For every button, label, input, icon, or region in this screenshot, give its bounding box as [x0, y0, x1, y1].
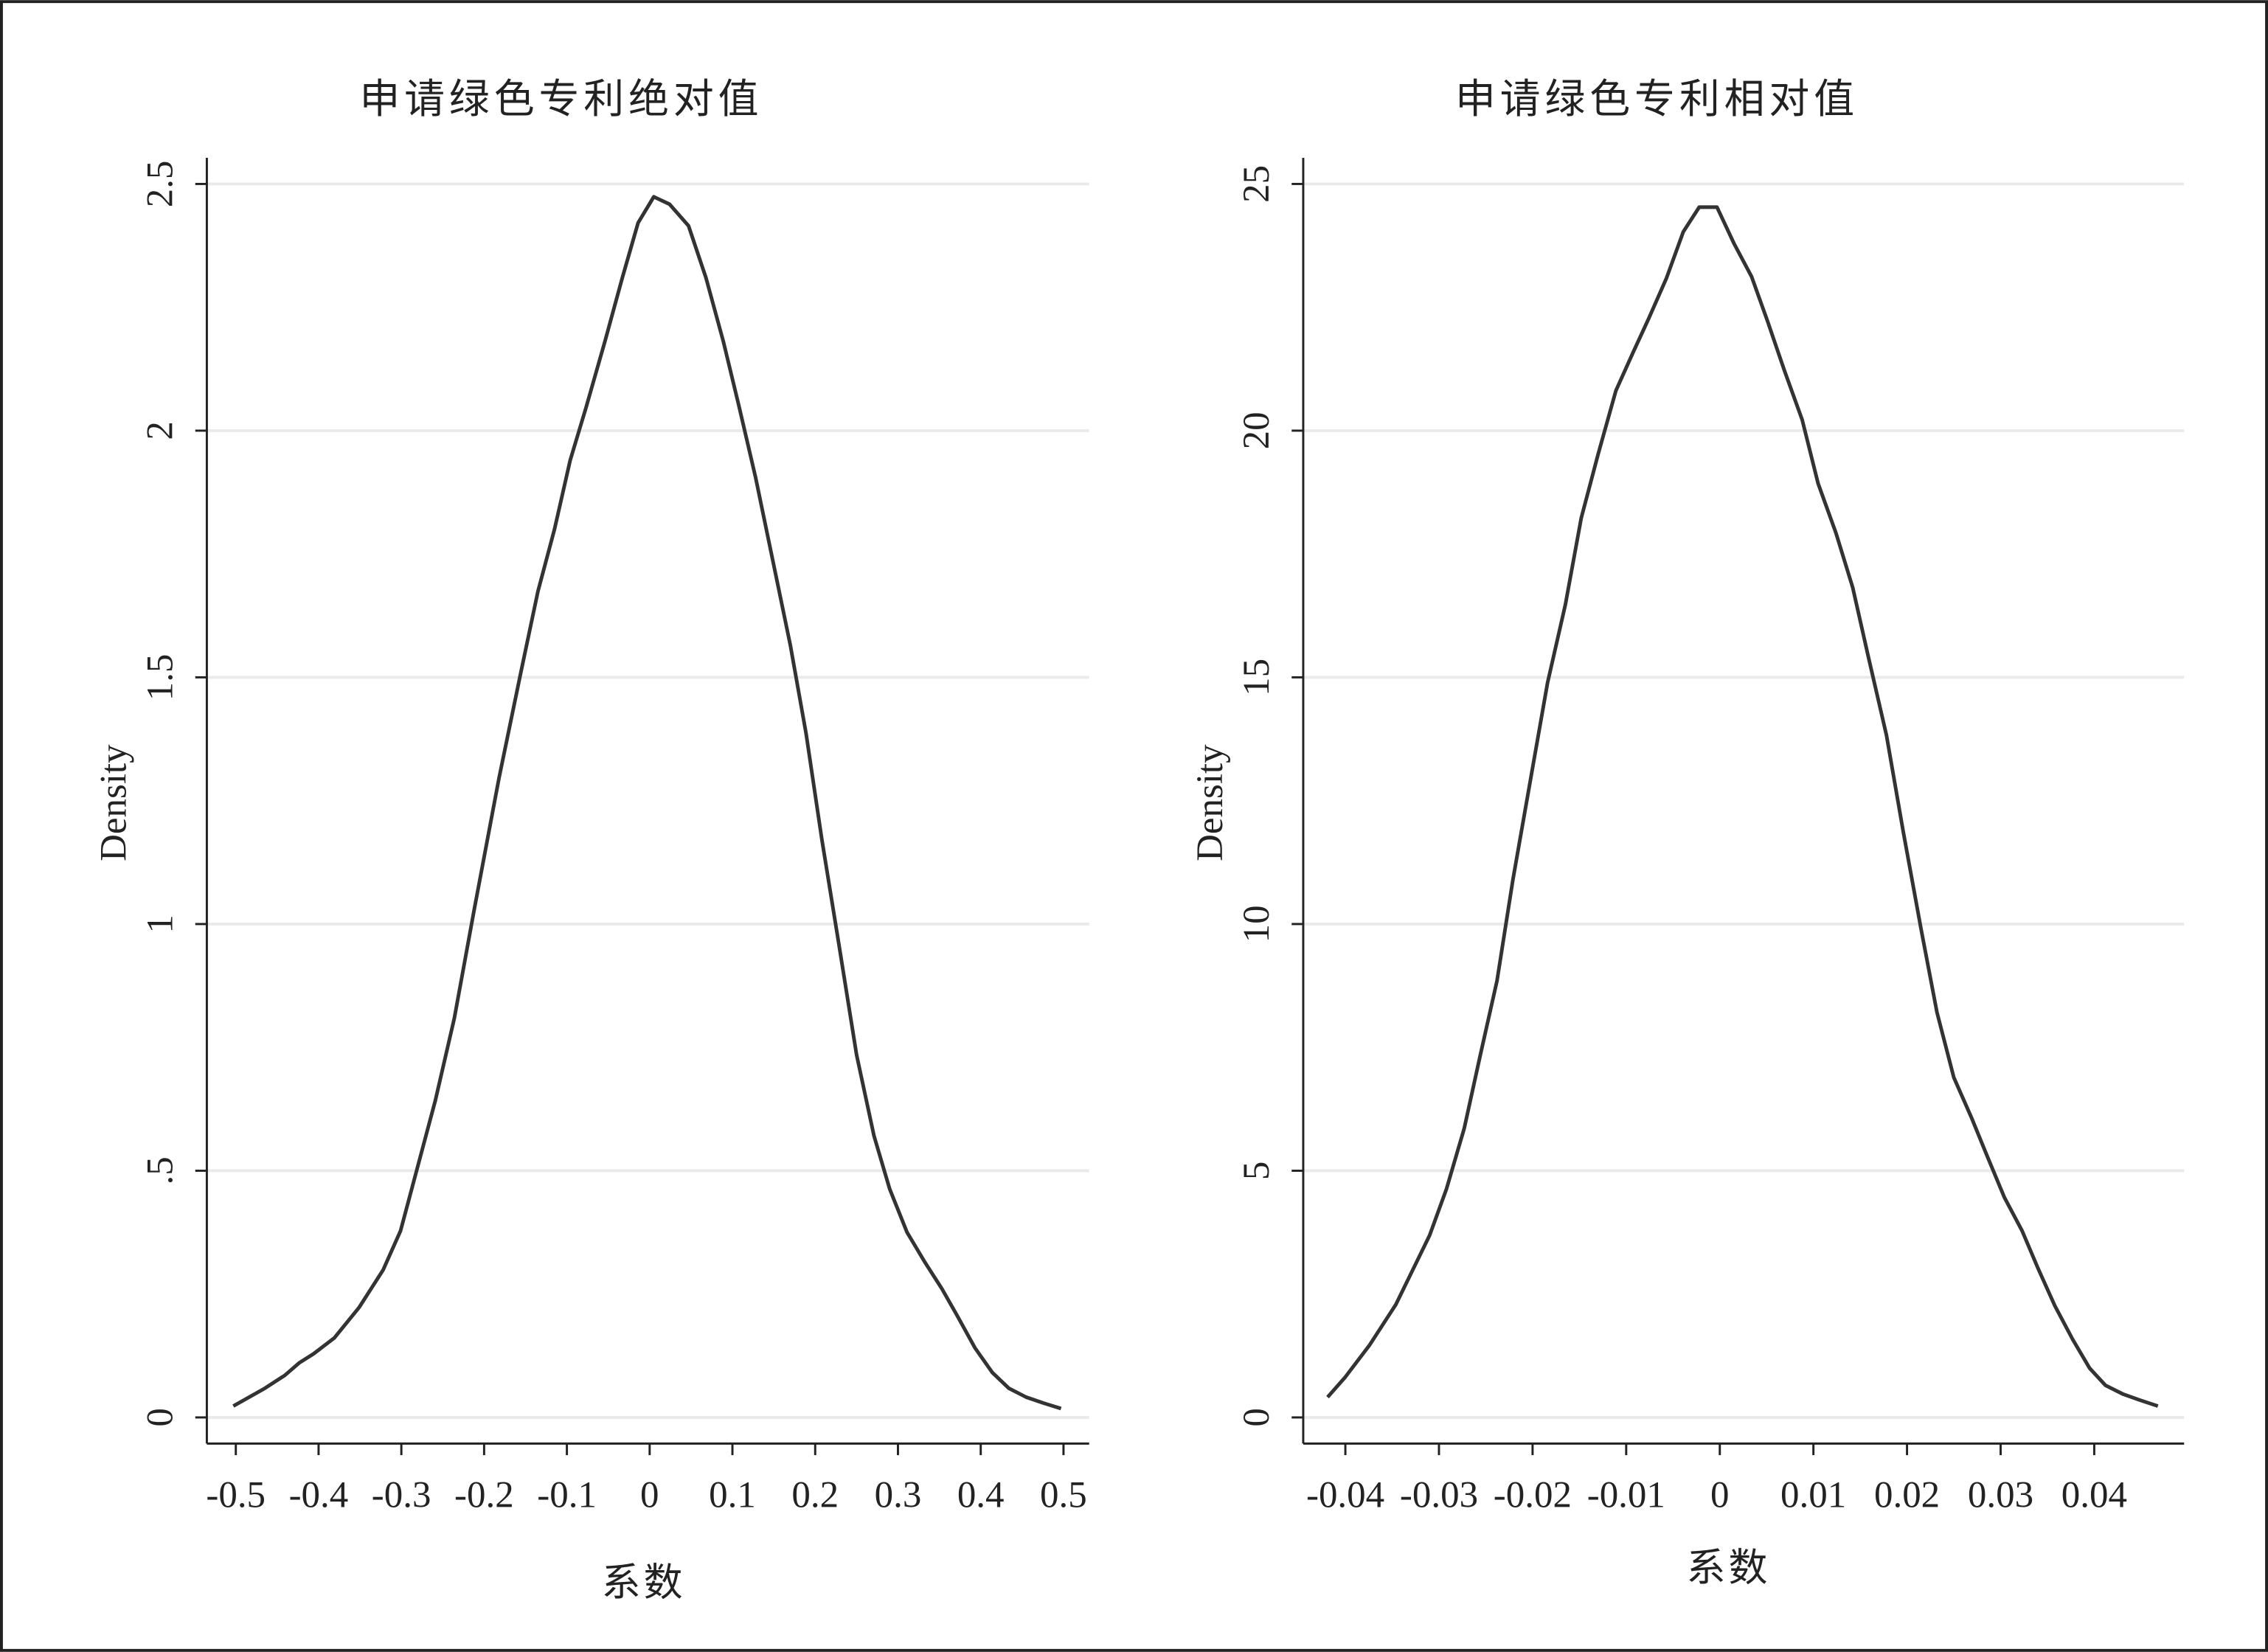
x-tick-label: 0: [640, 1475, 659, 1516]
x-tick-label: -0.3: [372, 1475, 431, 1516]
x-tick-label: 0.3: [875, 1475, 922, 1516]
y-tick-label: 5: [1236, 1162, 1277, 1180]
x-tick-label: -0.01: [1587, 1475, 1665, 1516]
x-tick-label: -0.1: [537, 1475, 597, 1516]
y-tick-label: 15: [1236, 659, 1277, 696]
x-axis-label: 系数: [1687, 1546, 1771, 1591]
x-tick-label: -0.03: [1400, 1475, 1478, 1516]
x-tick-label: 0.01: [1780, 1475, 1846, 1516]
y-tick-label: .5: [139, 1156, 181, 1184]
x-tick-label: 0.04: [2061, 1475, 2127, 1516]
x-tick-label: 0.1: [709, 1475, 756, 1516]
x-axis-label: 系数: [602, 1560, 686, 1605]
chart-title: 申请绿色专利绝对值: [359, 75, 763, 122]
x-tick-label: 0.4: [957, 1475, 1005, 1516]
chart-title: 申请绿色专利相对值: [1455, 75, 1859, 122]
x-tick-label: 0.5: [1040, 1475, 1087, 1516]
x-tick-label: 0.03: [1968, 1475, 2033, 1516]
y-tick-label: 1: [139, 914, 181, 933]
y-tick-label: 25: [1236, 165, 1277, 203]
x-tick-label: -0.04: [1306, 1475, 1384, 1516]
y-axis-label: Density: [1190, 744, 1231, 861]
x-tick-label: 0: [1710, 1475, 1729, 1516]
x-tick-label: 0.02: [1874, 1475, 1940, 1516]
density-line: [232, 195, 1062, 1411]
x-tick-label: -0.5: [206, 1475, 266, 1516]
y-tick-label: 2: [139, 421, 181, 440]
y-tick-label: 2.5: [139, 161, 181, 208]
y-tick-label: 0: [1236, 1408, 1277, 1426]
y-axis-label: Density: [94, 744, 135, 861]
x-tick-label: -0.2: [454, 1475, 514, 1516]
y-tick-label: 20: [1236, 412, 1277, 449]
x-tick-label: -0.4: [289, 1475, 349, 1516]
density-line: [1326, 205, 2159, 1408]
y-tick-label: 1.5: [139, 654, 181, 701]
y-tick-label: 10: [1236, 905, 1277, 943]
x-tick-label: 0.2: [791, 1475, 839, 1516]
y-tick-label: 0: [139, 1408, 181, 1426]
x-tick-label: -0.02: [1494, 1475, 1572, 1516]
